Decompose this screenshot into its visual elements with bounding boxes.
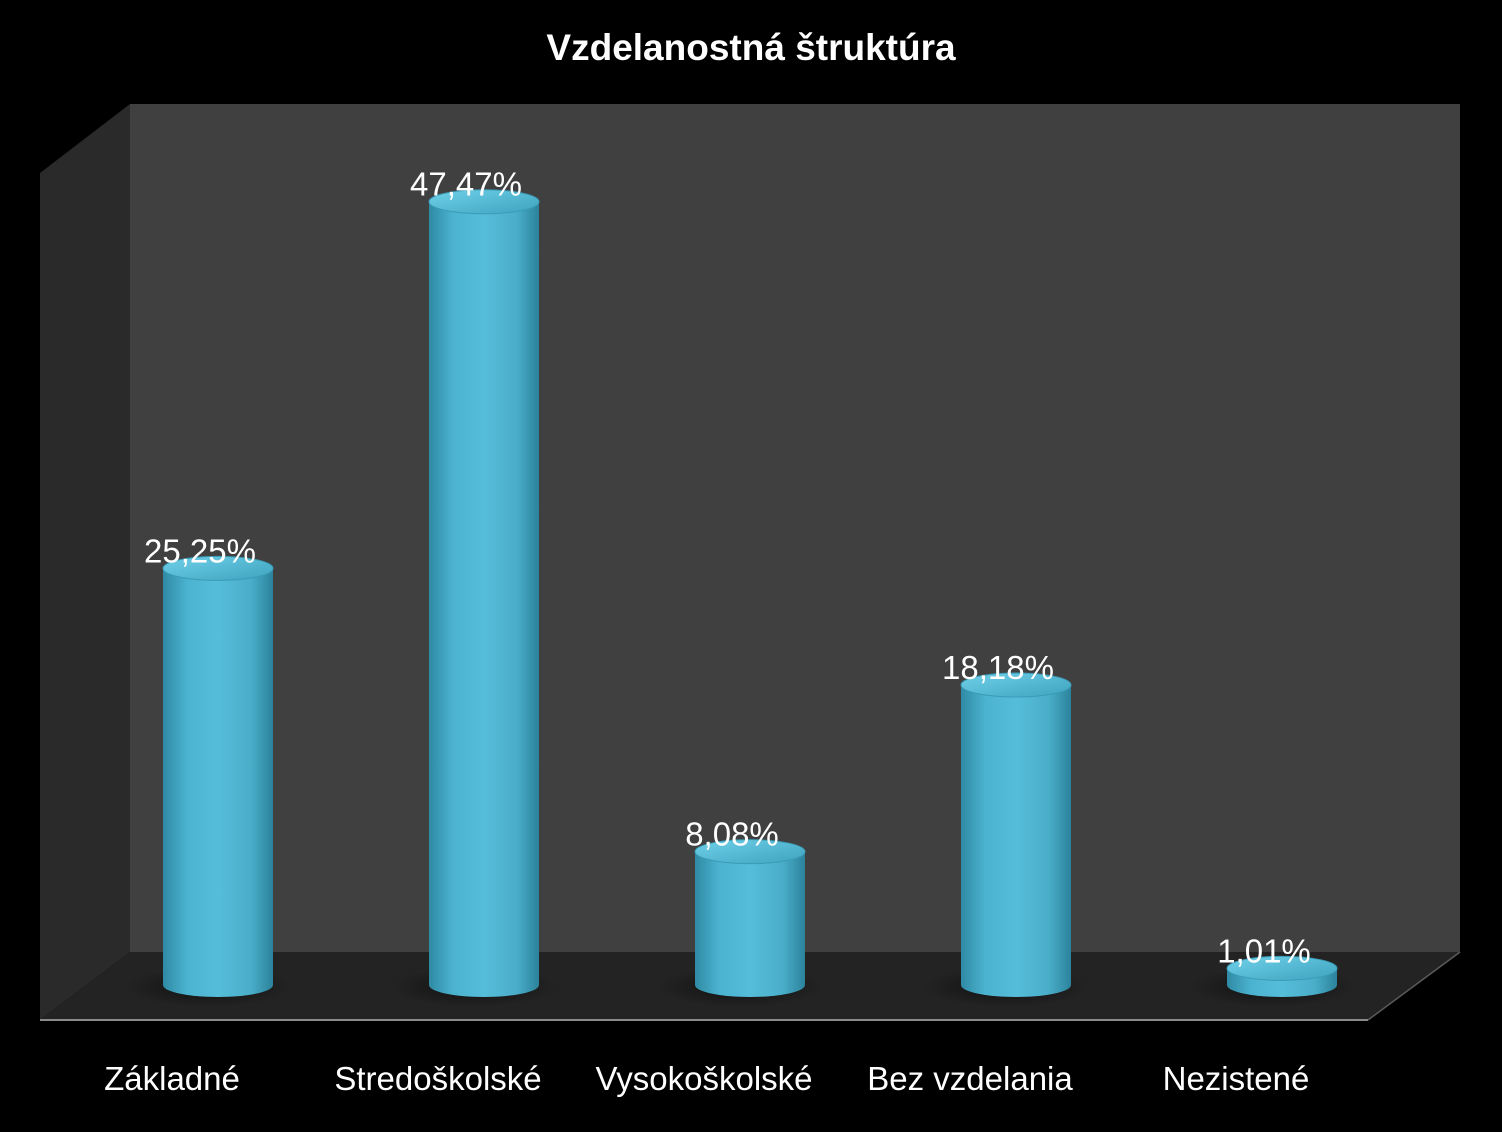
categories-group: Základné Stredoškolské Vysokoškolské Bez vz… bbox=[104, 1060, 1309, 1097]
bar-top bbox=[960, 672, 1072, 698]
data-label: 8,08% bbox=[685, 816, 779, 853]
category-label: Bez vzdelania bbox=[867, 1060, 1073, 1097]
category-label: Stredoškolské bbox=[334, 1060, 541, 1097]
data-label: 18,18% bbox=[942, 649, 1054, 686]
bar-nezistene bbox=[1189, 955, 1355, 1007]
bar-top bbox=[428, 189, 540, 215]
data-label: 25,25% bbox=[144, 532, 256, 569]
side-wall bbox=[40, 104, 130, 1020]
bars-group bbox=[125, 189, 1355, 1007]
bar-body bbox=[695, 851, 805, 997]
data-label: 47,47% bbox=[410, 166, 522, 203]
bar-top bbox=[1226, 955, 1338, 981]
category-label: Základné bbox=[104, 1060, 240, 1097]
bar-bez-vzdelania bbox=[923, 672, 1089, 1007]
bar-body bbox=[961, 685, 1071, 997]
floor-side-edge bbox=[1367, 951, 1461, 1021]
labels-group: 25,25% 47,47% 8,08% 18,18% 1,01% bbox=[144, 166, 1311, 970]
bar-zakladne bbox=[125, 555, 291, 1007]
bar-stredoskolske bbox=[391, 189, 557, 1007]
bar-body bbox=[429, 201, 539, 997]
category-label: Nezistené bbox=[1163, 1060, 1310, 1097]
category-label: Vysokoškolské bbox=[595, 1060, 812, 1097]
data-label: 1,01% bbox=[1217, 932, 1311, 969]
chart-title: Vzdelanostná štruktúra bbox=[546, 27, 956, 68]
bar-body bbox=[163, 568, 273, 997]
bar-vysokoskolske bbox=[657, 839, 823, 1007]
bar-top bbox=[162, 555, 274, 581]
bar-top bbox=[694, 839, 806, 865]
back-wall bbox=[130, 104, 1460, 952]
